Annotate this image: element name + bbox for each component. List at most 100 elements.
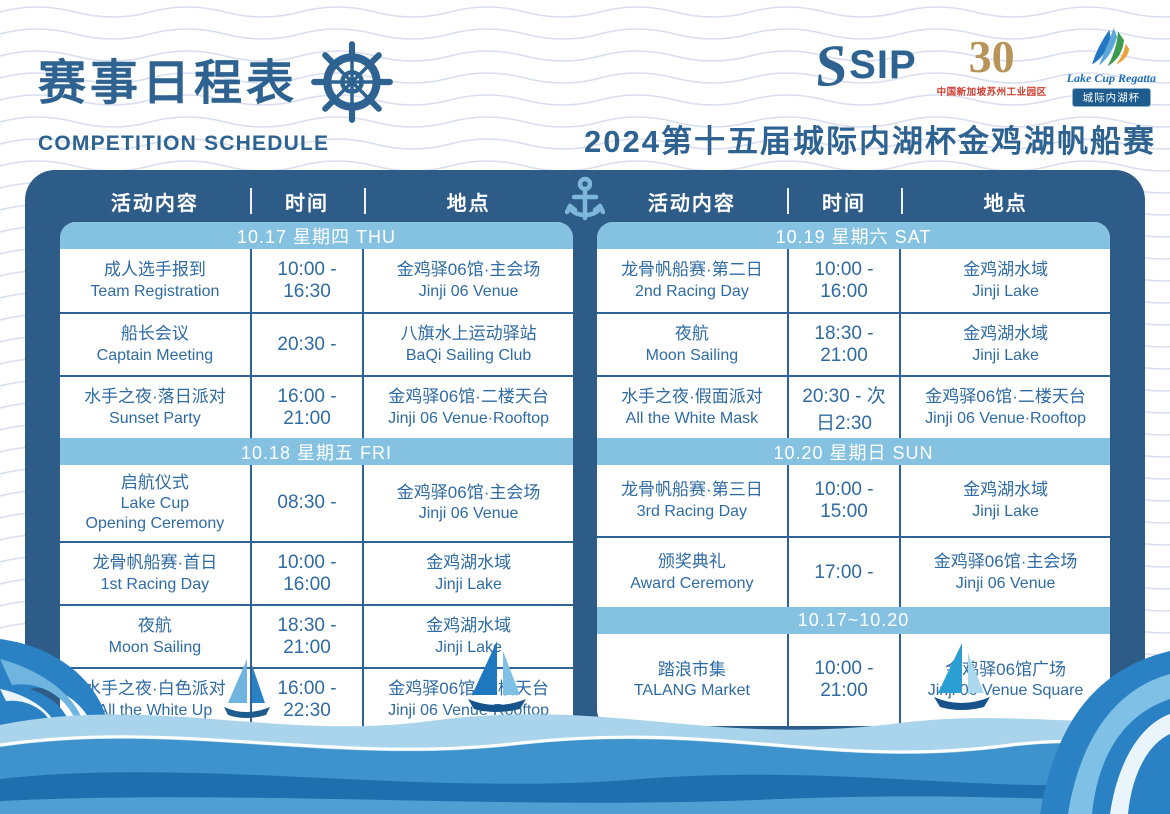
- day-header: 10.19 星期六 SAT: [597, 222, 1110, 249]
- schedule-row: 龙骨帆船赛·第二日 2nd Racing Day 10:00 - 16:00 金…: [597, 249, 1110, 312]
- activity-cell: 踏浪市集 TALANG Market: [597, 634, 787, 726]
- location-cell: 金鸡驿06馆·主会场 Jinji 06 Venue: [364, 249, 573, 312]
- location-zh: 金鸡湖水域: [963, 324, 1049, 344]
- table-group-left: 活动内容 时间 地点 10.17 星期四 THU 成人选手报到 Team Reg…: [60, 180, 573, 730]
- header-divider: [901, 188, 904, 214]
- activity-en: All the White Mask: [625, 409, 759, 427]
- page-subtitle: COMPETITION SCHEDULE: [38, 132, 330, 155]
- location-cell: 金鸡驿06馆·二楼天台 Jinji 06 Venue·Rooftop: [364, 377, 573, 438]
- day-header: 10.18 星期五 FRI: [60, 438, 573, 465]
- activity-zh: 夜航: [137, 616, 172, 636]
- schedule-row: 水手之夜·落日派对 Sunset Party 16:00 - 21:00 金鸡驿…: [60, 375, 573, 438]
- location-en: Jinji 06 Venue·Rooftop: [388, 409, 550, 427]
- location-zh: 金鸡湖水域: [426, 553, 512, 573]
- location-cell: 八旗水上运动驿站 BaQi Sailing Club: [364, 314, 573, 375]
- time-cell: 20:30 -: [249, 314, 365, 375]
- activity-cell: 龙骨帆船赛·第三日 3rd Racing Day: [597, 465, 787, 536]
- schedule-table-right: 10.19 星期六 SAT 龙骨帆船赛·第二日 2nd Racing Day 1…: [597, 222, 1110, 726]
- activity-zh: 龙骨帆船赛·第二日: [621, 260, 763, 280]
- header-right: S SIP 30 中国新加坡苏州工业园区 Lake Cup Regatta 城际: [584, 26, 1156, 161]
- schedule-table-left: 10.17 星期四 THU 成人选手报到 Team Registration 1…: [60, 222, 573, 730]
- header-divider: [249, 188, 252, 214]
- page-title: 赛事日程表: [38, 57, 299, 110]
- activity-en: Moon Sailing: [108, 638, 202, 656]
- location-zh: 金鸡驿06馆·主会场: [396, 482, 541, 502]
- ocean-waves-illustration: [0, 639, 1170, 814]
- location-en: BaQi Sailing Club: [405, 346, 532, 364]
- location-en: Jinji 06 Venue·Rooftop: [925, 409, 1087, 427]
- helm-wheel-icon: [311, 41, 393, 123]
- activity-en: 3rd Racing Day: [636, 502, 748, 520]
- activity-cell: 水手之夜·假面派对 All the White Mask: [597, 377, 787, 438]
- activity-cell: 水手之夜·落日派对 Sunset Party: [60, 377, 250, 438]
- activity-en: TALANG Market: [633, 682, 750, 700]
- activity-en: Captain Meeting: [96, 346, 214, 364]
- location-en: Jinji 06 Venue: [418, 282, 519, 300]
- time-cell: 17:00 -: [786, 538, 902, 607]
- location-cell: 金鸡湖水域 Jinji Lake: [901, 249, 1110, 312]
- activity-zh: 龙骨帆船赛·第三日: [621, 480, 763, 500]
- location-zh: 八旗水上运动驿站: [400, 324, 537, 344]
- time-cell: 18:30 - 21:00: [786, 314, 902, 375]
- location-cell: 金鸡湖水域 Jinji Lake: [364, 543, 573, 604]
- time-cell: 10:00 - 16:00: [249, 543, 365, 604]
- col-header-location: 地点: [446, 192, 491, 215]
- activity-zh: 船长会议: [120, 324, 189, 344]
- col-header-location: 地点: [983, 192, 1028, 215]
- time-cell: 10:00 - 15:00: [786, 465, 902, 536]
- activity-zh: 水手之夜·假面派对: [621, 387, 763, 407]
- schedule-row: 颁奖典礼 Award Ceremony 17:00 - 金鸡驿06馆·主会场 J…: [597, 536, 1110, 607]
- schedule-row: 水手之夜·假面派对 All the White Mask 20:30 - 次日2…: [597, 375, 1110, 438]
- activity-zh: 启航仪式: [120, 472, 189, 492]
- activity-en: Award Ceremony: [630, 574, 754, 592]
- activity-cell: 颁奖典礼 Award Ceremony: [597, 538, 787, 607]
- sip-logo: S SIP: [811, 31, 917, 100]
- activity-zh: 水手之夜·白色派对: [84, 679, 226, 699]
- col-header-activity: 活动内容: [110, 192, 199, 215]
- sip-s-icon: S: [811, 31, 851, 100]
- location-en: Jinji Lake: [972, 282, 1039, 300]
- location-zh: 金鸡湖水域: [426, 616, 512, 636]
- schedule-row: 启航仪式 Lake Cup Opening Ceremony 08:30 - 金…: [60, 465, 573, 541]
- schedule-row: 夜航 Moon Sailing 18:30 - 21:00 金鸡湖水域 Jinj…: [60, 604, 573, 667]
- header: 赛事日程表: [0, 0, 1170, 170]
- activity-cell: 启航仪式 Lake Cup Opening Ceremony: [60, 465, 250, 541]
- location-en: Jinji Lake: [435, 575, 502, 593]
- time-cell: 18:30 - 21:00: [249, 606, 365, 667]
- location-cell: 金鸡湖水域 Jinji Lake: [901, 314, 1110, 375]
- day-header: 10.17 星期四 THU: [60, 222, 573, 249]
- activity-zh: 颁奖典礼: [657, 552, 726, 572]
- activity-cell: 夜航 Moon Sailing: [60, 606, 250, 667]
- schedule-row: 船长会议 Captain Meeting 20:30 - 八旗水上运动驿站 Ba…: [60, 312, 573, 375]
- location-zh: 金鸡湖水域: [963, 480, 1049, 500]
- col-header-activity: 活动内容: [647, 192, 736, 215]
- location-zh: 金鸡湖水域: [963, 260, 1049, 280]
- event-title: 2024第十五届城际内湖杯金鸡湖帆船赛: [584, 124, 1156, 159]
- day-header: 10.17~10.20: [597, 607, 1110, 634]
- activity-en: Lake Cup Opening Ceremony: [85, 495, 225, 533]
- time-cell: 10:00 - 16:00: [786, 249, 902, 312]
- day-header: 10.20 星期日 SUN: [597, 438, 1110, 465]
- time-cell: 08:30 -: [249, 465, 365, 541]
- location-en: Jinji Lake: [972, 346, 1039, 364]
- time-cell: 10:00 - 16:30: [249, 249, 365, 312]
- time-cell: 10:00 - 21:00: [786, 634, 902, 726]
- activity-cell: 夜航 Moon Sailing: [597, 314, 787, 375]
- activity-zh: 水手之夜·落日派对: [84, 387, 226, 407]
- schedule-row: 夜航 Moon Sailing 18:30 - 21:00 金鸡湖水域 Jinj…: [597, 312, 1110, 375]
- table-group-right: 活动内容 时间 地点 10.19 星期六 SAT 龙骨帆船赛·第二日 2nd R…: [597, 180, 1110, 730]
- activity-en: Sunset Party: [109, 409, 201, 427]
- col-header-time: 时间: [284, 192, 329, 215]
- location-en: Jinji 06 Venue: [955, 574, 1056, 592]
- location-cell: 金鸡驿06馆·主会场 Jinji 06 Venue: [901, 538, 1110, 607]
- column-headers: 活动内容 时间 地点: [60, 180, 573, 222]
- col-header-time: 时间: [821, 192, 866, 215]
- activity-en: 2nd Racing Day: [634, 282, 749, 300]
- location-cell: 金鸡湖水域 Jinji Lake: [901, 465, 1110, 536]
- time-cell: 16:00 - 22:30: [249, 669, 365, 730]
- activity-en: All the White Up: [97, 701, 213, 719]
- location-cell: 金鸡驿06馆·主会场 Jinji 06 Venue: [364, 465, 573, 541]
- location-cell: 金鸡驿06馆·二楼天台 Jinji 06 Venue·Rooftop: [901, 377, 1110, 438]
- activity-zh: 成人选手报到: [103, 260, 206, 280]
